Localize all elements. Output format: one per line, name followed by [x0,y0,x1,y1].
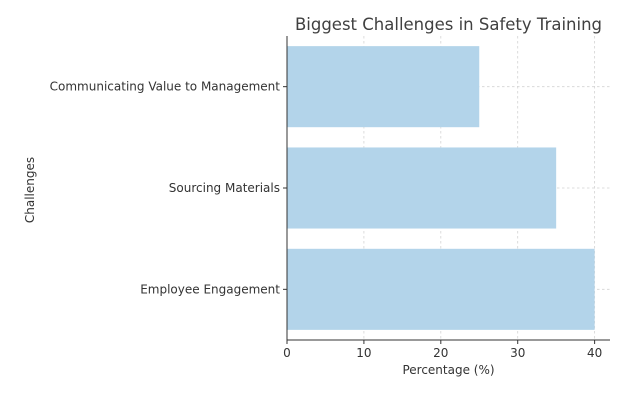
y-tick-label: Employee Engagement [140,282,280,296]
chart-title: Biggest Challenges in Safety Training [295,15,602,34]
x-axis-label: Percentage (%) [402,363,494,377]
x-tick-label: 40 [587,346,602,360]
y-tick-label: Sourcing Materials [169,181,280,195]
x-ticks: 0 10 20 30 40 [283,340,602,360]
x-tick-label: 0 [283,346,291,360]
y-ticks: Employee Engagement Sourcing Materials Com… [50,80,287,296]
y-axis-label: Challenges [23,157,37,223]
y-tick-label: Communicating Value to Management [50,80,281,94]
bar [287,248,595,330]
x-tick-label: 30 [510,346,525,360]
bar [287,46,480,128]
x-tick-label: 20 [433,346,448,360]
bars [287,46,595,330]
x-tick-label: 10 [356,346,371,360]
bar [287,147,557,229]
